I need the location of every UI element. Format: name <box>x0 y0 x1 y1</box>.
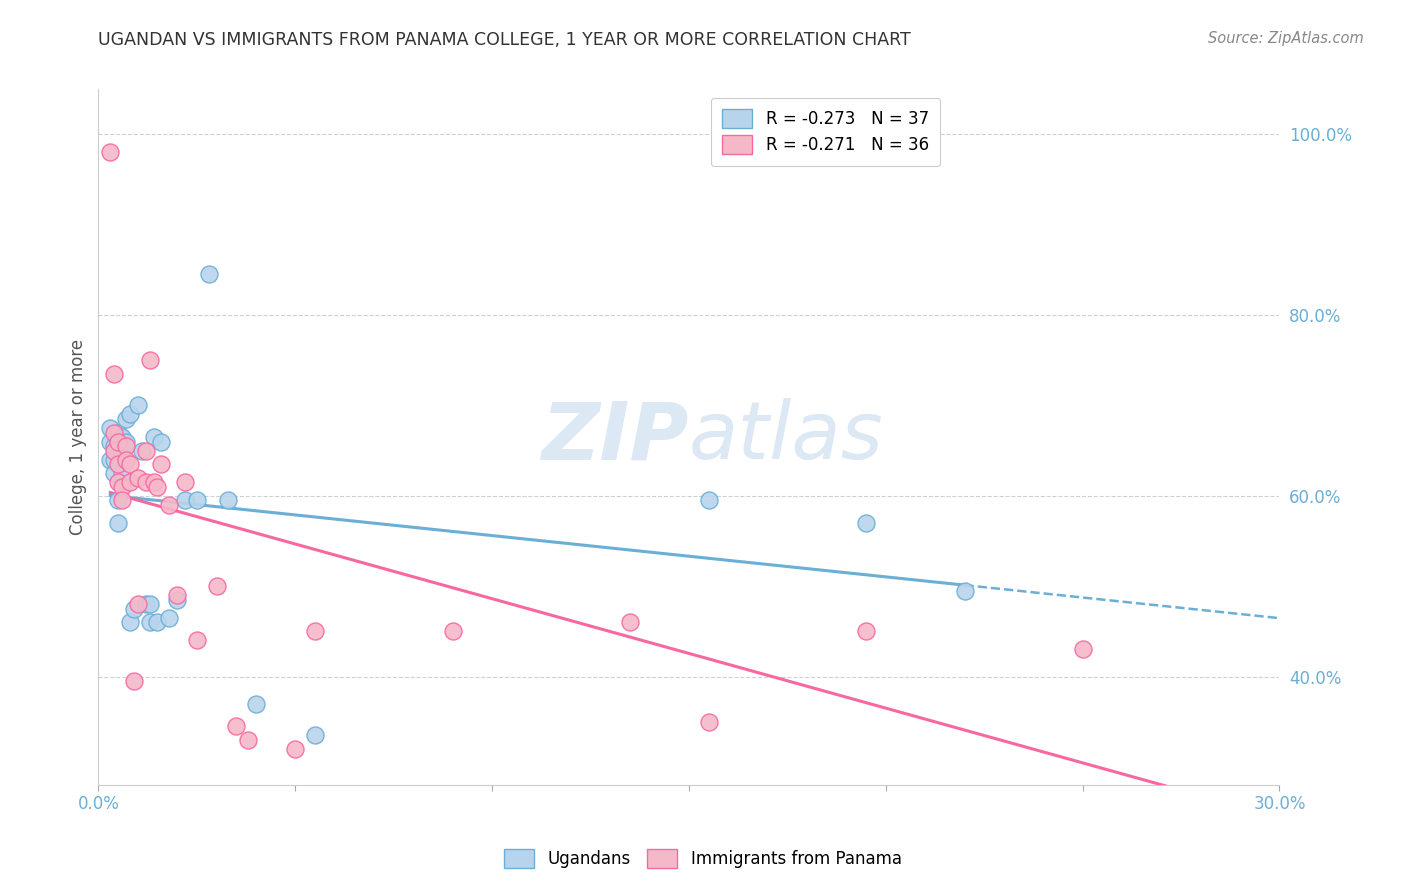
Point <box>122 674 145 689</box>
Point <box>1071 642 1094 657</box>
Point <box>304 728 326 742</box>
Point <box>146 480 169 494</box>
Point <box>111 480 134 494</box>
Point <box>98 434 121 449</box>
Point <box>186 493 208 508</box>
Point <box>150 457 173 471</box>
Point <box>115 412 138 426</box>
Point <box>855 624 877 639</box>
Point <box>122 601 145 615</box>
Point <box>284 741 307 756</box>
Point <box>118 475 141 490</box>
Point <box>142 475 165 490</box>
Point <box>107 475 129 490</box>
Point <box>138 597 160 611</box>
Point <box>174 493 197 508</box>
Point <box>174 475 197 490</box>
Point <box>135 475 157 490</box>
Point <box>111 493 134 508</box>
Y-axis label: College, 1 year or more: College, 1 year or more <box>69 339 87 535</box>
Point <box>135 597 157 611</box>
Point <box>127 471 149 485</box>
Point <box>166 588 188 602</box>
Point <box>205 579 228 593</box>
Point <box>150 434 173 449</box>
Point <box>138 615 160 630</box>
Point <box>146 615 169 630</box>
Point <box>98 145 121 160</box>
Point <box>115 434 138 449</box>
Point <box>103 443 125 458</box>
Point <box>697 493 720 508</box>
Point <box>236 732 259 747</box>
Point <box>619 615 641 630</box>
Point <box>304 624 326 639</box>
Point <box>98 421 121 435</box>
Point <box>138 353 160 368</box>
Point <box>111 443 134 458</box>
Point <box>135 443 157 458</box>
Point <box>115 452 138 467</box>
Point <box>131 443 153 458</box>
Point <box>103 452 125 467</box>
Point <box>107 434 129 449</box>
Point <box>98 452 121 467</box>
Legend: R = -0.273   N = 37, R = -0.271   N = 36: R = -0.273 N = 37, R = -0.271 N = 36 <box>710 97 941 166</box>
Point <box>118 457 141 471</box>
Point <box>115 439 138 453</box>
Point <box>103 367 125 381</box>
Point <box>127 597 149 611</box>
Text: atlas: atlas <box>689 398 884 476</box>
Point <box>217 493 239 508</box>
Point <box>103 439 125 453</box>
Point <box>107 493 129 508</box>
Legend: Ugandans, Immigrants from Panama: Ugandans, Immigrants from Panama <box>498 842 908 875</box>
Point <box>127 399 149 413</box>
Point <box>157 611 180 625</box>
Text: UGANDAN VS IMMIGRANTS FROM PANAMA COLLEGE, 1 YEAR OR MORE CORRELATION CHART: UGANDAN VS IMMIGRANTS FROM PANAMA COLLEG… <box>98 31 911 49</box>
Text: Source: ZipAtlas.com: Source: ZipAtlas.com <box>1208 31 1364 46</box>
Point <box>111 467 134 481</box>
Point <box>107 425 129 440</box>
Point <box>197 268 219 282</box>
Point <box>186 633 208 648</box>
Point <box>855 516 877 530</box>
Point <box>441 624 464 639</box>
Point <box>118 615 141 630</box>
Point <box>225 719 247 733</box>
Point <box>107 516 129 530</box>
Point <box>166 592 188 607</box>
Point <box>103 467 125 481</box>
Point <box>697 714 720 729</box>
Point <box>142 430 165 444</box>
Point <box>118 408 141 422</box>
Point <box>103 425 125 440</box>
Point <box>953 583 976 598</box>
Text: ZIP: ZIP <box>541 398 689 476</box>
Point <box>107 457 129 471</box>
Point <box>157 498 180 512</box>
Point <box>111 430 134 444</box>
Point <box>245 697 267 711</box>
Point <box>107 434 129 449</box>
